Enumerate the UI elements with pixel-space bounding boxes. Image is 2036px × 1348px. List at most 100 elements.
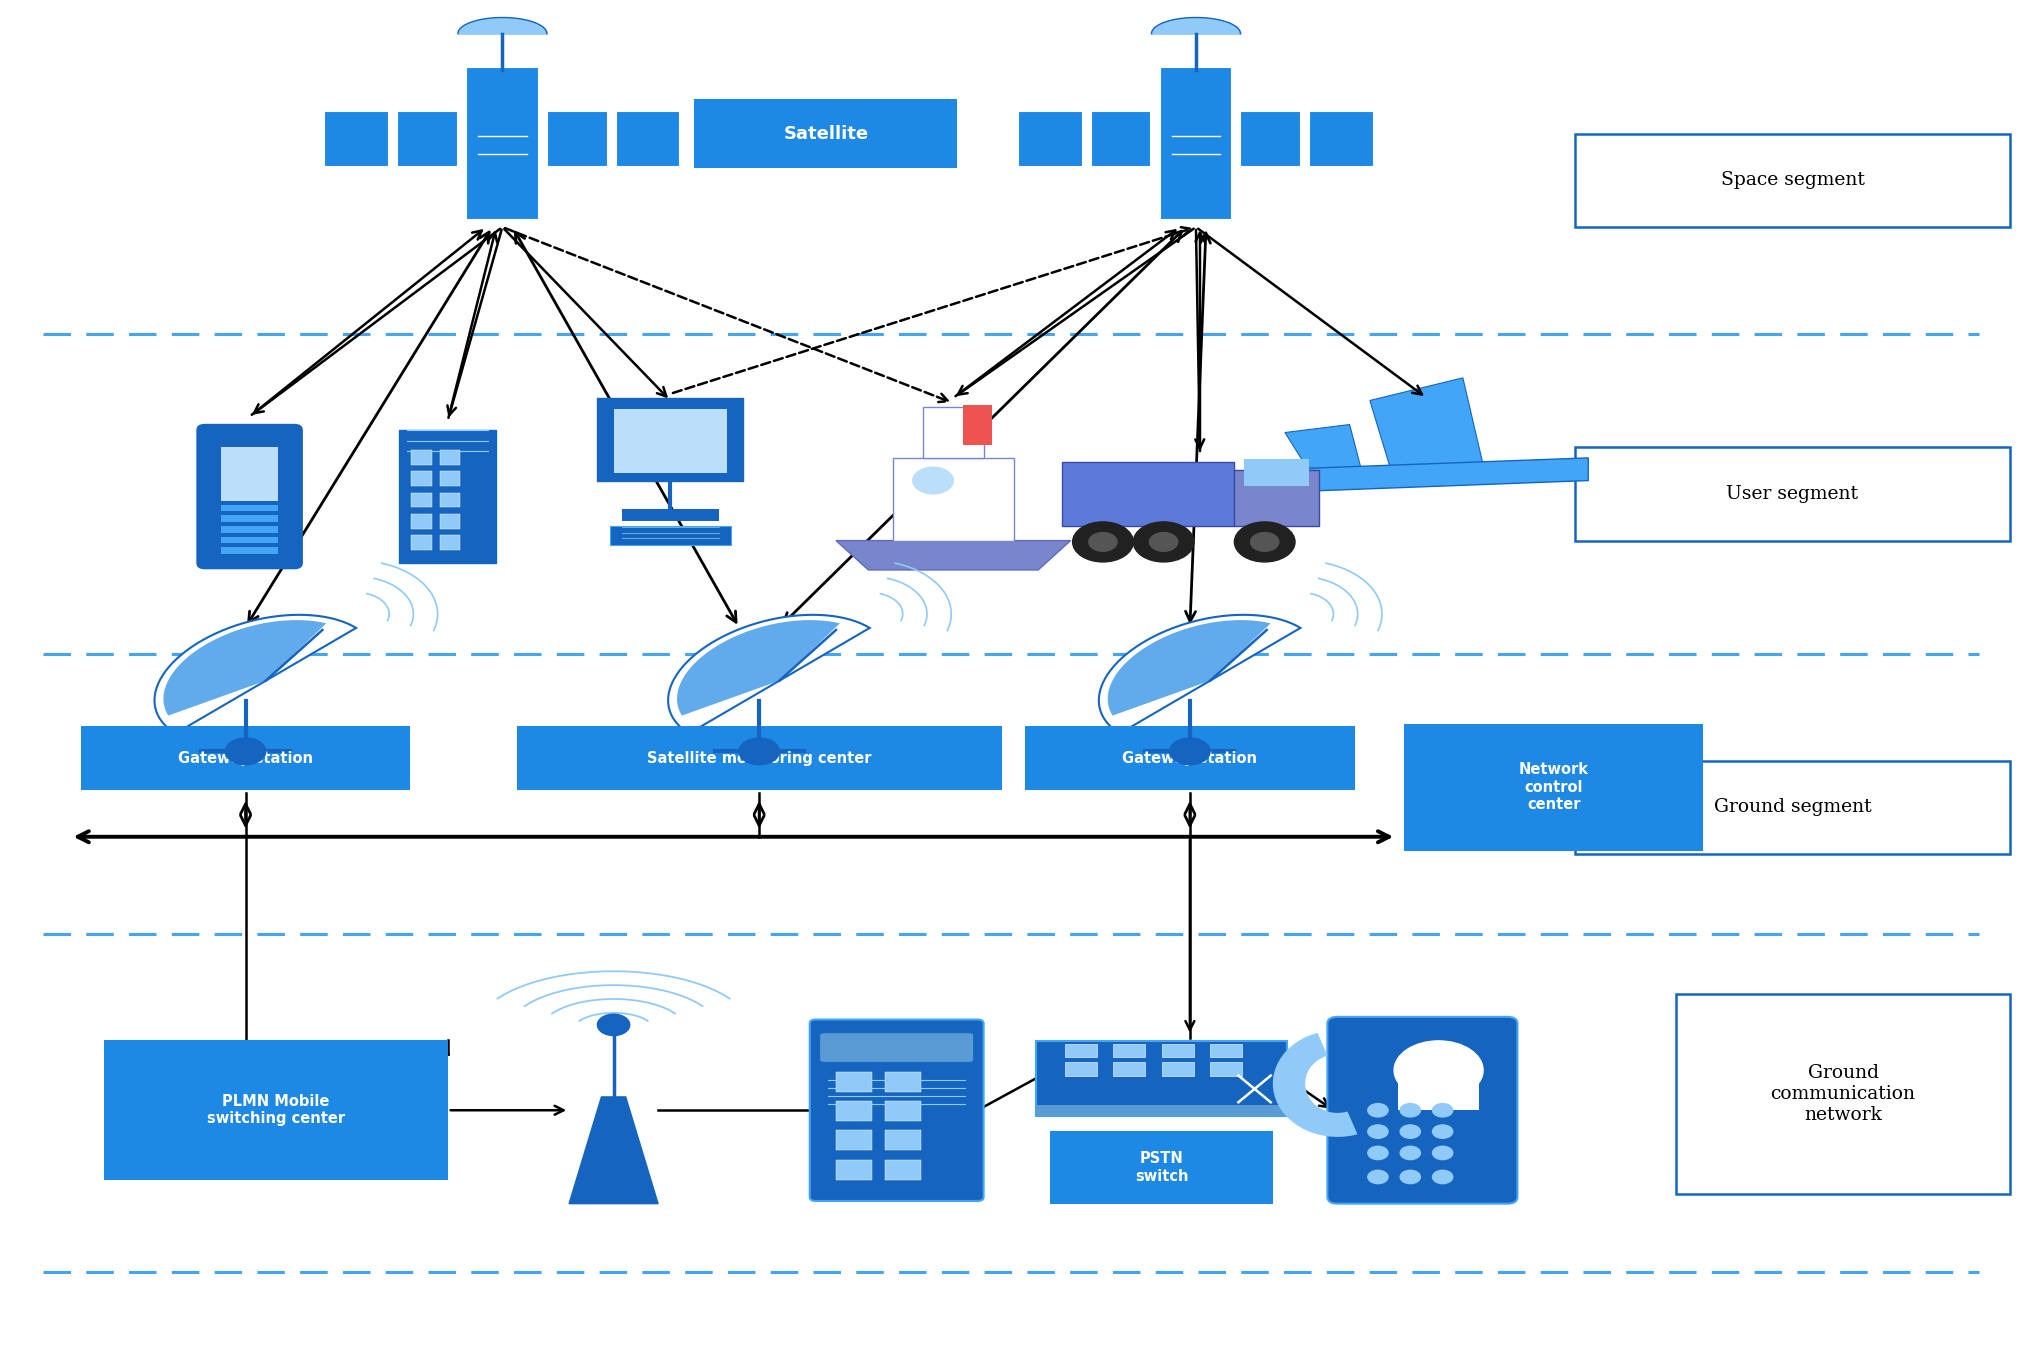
Text: Network
control
center: Network control center [1519,763,1588,813]
FancyBboxPatch shape [1161,67,1232,221]
FancyBboxPatch shape [222,537,277,543]
Circle shape [1234,522,1295,562]
Text: PSTN
switch: PSTN switch [1134,1151,1189,1184]
Circle shape [1433,1126,1454,1138]
Circle shape [1368,1170,1389,1184]
Text: Satellite monitoring center: Satellite monitoring center [647,751,871,766]
Polygon shape [1108,620,1270,716]
Circle shape [1169,739,1209,764]
FancyBboxPatch shape [1114,1062,1146,1076]
Circle shape [1134,522,1193,562]
Text: PLMN Mobile
switching center: PLMN Mobile switching center [208,1095,344,1127]
Circle shape [1401,1126,1421,1138]
Text: Gateway station: Gateway station [177,751,314,766]
FancyBboxPatch shape [1209,1062,1242,1076]
FancyBboxPatch shape [397,111,458,167]
FancyBboxPatch shape [837,1072,871,1092]
FancyBboxPatch shape [884,1159,920,1180]
FancyBboxPatch shape [1576,448,2010,541]
FancyBboxPatch shape [1576,760,2010,855]
FancyBboxPatch shape [892,458,1014,541]
FancyBboxPatch shape [1091,111,1152,167]
Polygon shape [155,615,356,733]
Text: Satellite: Satellite [784,124,869,143]
Circle shape [1368,1126,1389,1138]
FancyBboxPatch shape [222,515,277,522]
Circle shape [1150,532,1177,551]
FancyBboxPatch shape [104,1041,448,1181]
FancyBboxPatch shape [922,407,983,458]
FancyBboxPatch shape [1209,1043,1242,1057]
Circle shape [1433,1170,1454,1184]
FancyBboxPatch shape [1036,1041,1287,1116]
FancyBboxPatch shape [1309,111,1374,167]
FancyBboxPatch shape [694,98,957,168]
FancyBboxPatch shape [597,398,743,480]
FancyBboxPatch shape [837,1159,871,1180]
FancyBboxPatch shape [1024,727,1354,790]
Circle shape [1401,1104,1421,1117]
FancyBboxPatch shape [222,547,277,554]
FancyBboxPatch shape [1399,1073,1478,1111]
FancyBboxPatch shape [440,514,460,528]
FancyBboxPatch shape [1018,111,1083,167]
Circle shape [1089,532,1118,551]
FancyBboxPatch shape [613,408,727,473]
FancyBboxPatch shape [1163,1043,1193,1057]
FancyBboxPatch shape [81,727,411,790]
Text: User segment: User segment [1727,485,1859,503]
Polygon shape [1370,377,1482,468]
Circle shape [912,468,953,493]
FancyBboxPatch shape [517,727,1002,790]
Polygon shape [1264,458,1588,491]
FancyBboxPatch shape [1065,1062,1097,1076]
FancyBboxPatch shape [411,535,432,550]
Circle shape [226,739,267,764]
Text: Ground segment: Ground segment [1714,798,1871,817]
Circle shape [1368,1104,1389,1117]
Polygon shape [1285,425,1362,472]
FancyBboxPatch shape [399,430,497,563]
FancyBboxPatch shape [1405,724,1704,851]
FancyBboxPatch shape [837,1101,871,1122]
FancyBboxPatch shape [440,535,460,550]
FancyBboxPatch shape [411,492,432,507]
Circle shape [1250,532,1279,551]
FancyBboxPatch shape [548,111,607,167]
FancyBboxPatch shape [324,111,389,167]
FancyBboxPatch shape [837,1130,871,1150]
Circle shape [739,739,780,764]
FancyBboxPatch shape [411,450,432,465]
Circle shape [1433,1146,1454,1159]
FancyBboxPatch shape [411,514,432,528]
Polygon shape [668,615,869,733]
FancyBboxPatch shape [440,450,460,465]
FancyBboxPatch shape [1065,1043,1097,1057]
FancyBboxPatch shape [884,1130,920,1150]
FancyBboxPatch shape [1036,1105,1287,1116]
FancyBboxPatch shape [440,492,460,507]
FancyBboxPatch shape [1576,133,2010,226]
Circle shape [1401,1146,1421,1159]
FancyBboxPatch shape [1114,1043,1146,1057]
FancyBboxPatch shape [615,111,680,167]
FancyBboxPatch shape [884,1072,920,1092]
Text: Space segment: Space segment [1720,171,1865,189]
FancyBboxPatch shape [884,1101,920,1122]
Polygon shape [678,620,841,716]
FancyBboxPatch shape [963,404,992,445]
FancyBboxPatch shape [609,526,731,545]
Polygon shape [1099,615,1301,733]
Polygon shape [163,620,326,716]
FancyBboxPatch shape [1234,470,1319,526]
Circle shape [1368,1146,1389,1159]
Circle shape [1395,1041,1482,1100]
FancyBboxPatch shape [222,448,277,500]
FancyBboxPatch shape [1327,1016,1517,1204]
Circle shape [1401,1170,1421,1184]
FancyBboxPatch shape [821,1033,973,1062]
Text: Ground
communication
network: Ground communication network [1771,1065,1916,1124]
Circle shape [1073,522,1134,562]
FancyBboxPatch shape [1063,462,1234,526]
Polygon shape [837,541,1071,570]
